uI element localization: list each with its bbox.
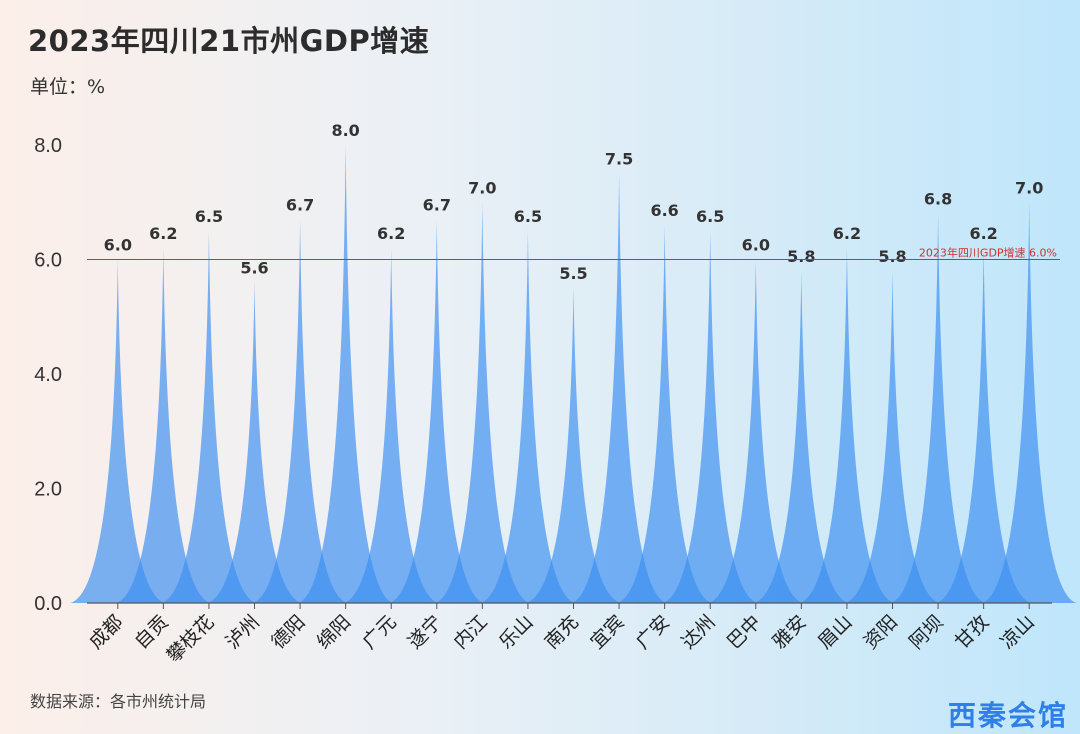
category-label: 甘孜 [951,611,993,653]
x-axis: 成都 自贡攀枝花 泸州 德阳 绵阳 广元 遂宁 内江 乐山 南充 宜宾 广安 达州 巴中 雅安 眉山 资阳 阿坝甘… [85,602,1052,667]
spike-广元 [343,248,440,604]
value-label: 7.5 [605,150,633,169]
category-label: 宜宾 [586,611,628,653]
value-label: 6.8 [924,190,952,209]
value-label: 6.7 [286,195,314,214]
value-labels: 6.0 6.2 6.5 5.6 6.7 8.0 6.2 6.7 7.0 6.5 5.5 7.5 6.6 6… [104,121,1044,283]
spike-巴中 [707,259,804,603]
category-label: 乐山 [495,611,537,653]
spike-凉山 [981,202,1078,603]
y-tick-label: 6.0 [34,250,62,272]
category-label: 达州 [677,611,719,653]
spike-遂宁 [388,219,485,604]
value-label: 5.8 [787,247,815,266]
category-label: 成都 [85,611,127,653]
value-label: 6.6 [650,201,678,220]
category-label: 广安 [632,611,674,653]
category-label: 巴中 [723,611,765,653]
value-label: 8.0 [331,121,359,140]
value-label: 7.0 [1015,178,1043,197]
value-label: 6.2 [377,224,405,243]
value-label: 6.5 [696,207,724,226]
reference-line-label: 2023年四川GDP增速 6.0% [919,246,1057,260]
spike-资阳 [844,270,941,603]
category-label: 雅安 [768,611,810,653]
chart-title: 2023年四川21市州GDP增速 [28,24,430,58]
y-axis: 0.0 2.0 4.0 6.0 8.0 [34,135,62,615]
unit-label: 单位：% [30,76,106,98]
category-label: 绵阳 [313,611,355,653]
spike-甘孜 [935,248,1032,604]
y-tick-label: 2.0 [34,479,62,501]
value-label: 6.2 [969,224,997,243]
value-label: 5.6 [240,258,268,277]
spike-达州 [662,230,759,603]
y-tick-label: 8.0 [34,135,62,157]
spike-攀枝花 [161,230,257,603]
value-label: 6.2 [833,224,861,243]
brand-logo: 西秦会馆 [947,699,1068,732]
spike-series [69,145,1078,604]
value-label: 5.5 [559,264,587,283]
value-label: 6.5 [195,207,223,226]
category-label: 遂宁 [404,611,446,653]
reference-line-group: 2023年四川GDP增速 6.0% [87,246,1060,260]
spike-阿坝 [890,213,986,603]
category-label: 内江 [449,611,491,653]
spike-广安 [616,225,713,603]
spike-雅安 [753,270,850,603]
value-label: 6.0 [742,236,770,255]
category-label: 广元 [358,611,400,653]
category-label: 德阳 [267,611,309,653]
spike-绵阳 [297,145,394,603]
category-label: 南充 [541,611,583,653]
spike-乐山 [480,230,576,603]
value-label: 6.7 [423,195,451,214]
value-label: 7.0 [468,178,496,197]
category-label: 阿坝 [905,611,947,653]
category-label: 眉山 [814,611,856,653]
spike-泸州 [206,282,303,603]
y-tick-label: 4.0 [34,364,62,386]
value-label: 6.5 [514,207,542,226]
category-label: 凉山 [996,611,1038,653]
data-source: 数据来源：各市州统计局 [30,692,207,711]
value-label: 6.0 [104,236,132,255]
spike-内江 [434,202,531,603]
spike-自贡 [115,248,212,604]
spike-德阳 [252,219,348,604]
spike-南充 [525,288,622,603]
value-label: 5.8 [878,247,906,266]
category-label: 泸州 [222,611,264,653]
y-tick-label: 0.0 [34,593,62,615]
category-label: 攀枝花 [163,611,219,667]
category-label: 资阳 [860,611,902,653]
value-label: 6.2 [149,224,177,243]
spike-眉山 [799,248,895,604]
spike-成都 [69,259,166,603]
spike-宜宾 [571,173,667,603]
